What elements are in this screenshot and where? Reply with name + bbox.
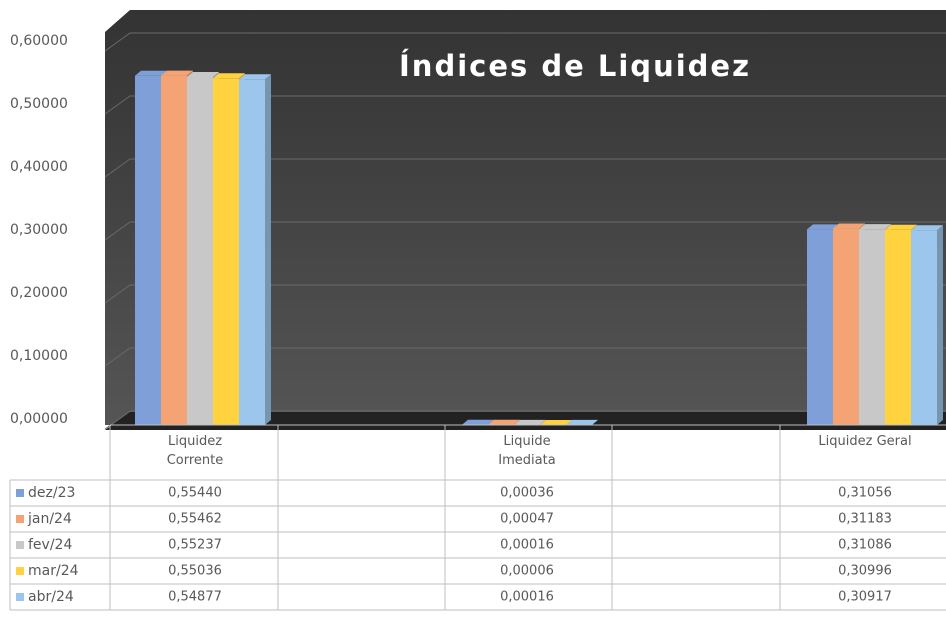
y-tick-label: 0,10000 [10, 348, 68, 364]
legend-key [16, 593, 24, 601]
legend-label: abr/24 [28, 589, 74, 605]
grid-line [104, 221, 946, 241]
category-label: Liquidez Geral [818, 434, 912, 449]
y-tick-label: 0,00000 [10, 411, 68, 427]
table-value: 0,55036 [168, 564, 222, 579]
plot-area [105, 10, 946, 425]
legend-label: jan/24 [27, 511, 72, 527]
table-value: 0,00036 [500, 486, 554, 501]
legend-key [16, 567, 24, 575]
bar-side [937, 225, 943, 425]
bar [239, 79, 265, 425]
table-value: 0,00006 [500, 564, 554, 579]
table-value: 0,55237 [168, 538, 222, 553]
legend-label: dez/23 [28, 485, 75, 501]
category-label: Liquidez Corrente [166, 434, 224, 468]
legend-label: fev/24 [28, 537, 72, 553]
legend-key [16, 489, 24, 497]
table-value: 0,54877 [168, 590, 222, 605]
grid-line [104, 284, 946, 304]
bar [859, 229, 885, 425]
y-tick-label: 0,60000 [10, 33, 68, 49]
bar [911, 230, 937, 425]
chart-title: Índices de Liquidez [399, 49, 751, 83]
bar-top [566, 419, 598, 425]
y-tick-label: 0,30000 [10, 222, 68, 238]
bar-side [592, 419, 598, 425]
table-value: 0,30996 [838, 564, 892, 579]
bar-top [833, 223, 865, 229]
table-value: 0,55462 [168, 512, 222, 527]
bar-top [239, 74, 271, 80]
table-value: 0,00016 [500, 538, 554, 553]
bar-top [161, 70, 193, 76]
bar-top [514, 419, 546, 425]
bar [885, 229, 911, 425]
bar-top [213, 73, 245, 79]
bar [807, 229, 833, 425]
grid-line [104, 95, 946, 115]
bar [213, 78, 239, 426]
bar-top [885, 224, 917, 230]
bar-top [488, 419, 520, 425]
table-value: 0,55440 [168, 486, 222, 501]
bar [187, 77, 213, 425]
table-value: 0,31086 [838, 538, 892, 553]
bar-top [462, 419, 494, 425]
table-value: 0,00047 [500, 512, 554, 527]
bar-top [859, 224, 891, 230]
table-value: 0,30917 [838, 590, 892, 605]
grid-line [104, 347, 946, 367]
bar-top [911, 225, 943, 231]
bar-top [135, 70, 167, 76]
table-value: 0,00016 [500, 590, 554, 605]
legend-label: mar/24 [28, 563, 79, 579]
bar [161, 75, 187, 425]
table-value: 0,31056 [838, 486, 892, 501]
legend-key [16, 515, 24, 523]
legend-key [16, 541, 24, 549]
bar [135, 75, 161, 425]
grid-line [104, 410, 946, 430]
grid-line [104, 32, 946, 52]
bar [833, 228, 859, 425]
bar-top [187, 72, 219, 78]
bar-top [807, 224, 839, 230]
y-tick-label: 0,40000 [10, 159, 68, 175]
y-tick-label: 0,50000 [10, 96, 68, 112]
category-label: Liquide Imediata [498, 434, 556, 468]
table-value: 0,31183 [838, 512, 892, 527]
grid-line [104, 158, 946, 178]
bar-side [265, 74, 271, 425]
bar-top [540, 419, 572, 425]
y-tick-label: 0,20000 [10, 285, 68, 301]
